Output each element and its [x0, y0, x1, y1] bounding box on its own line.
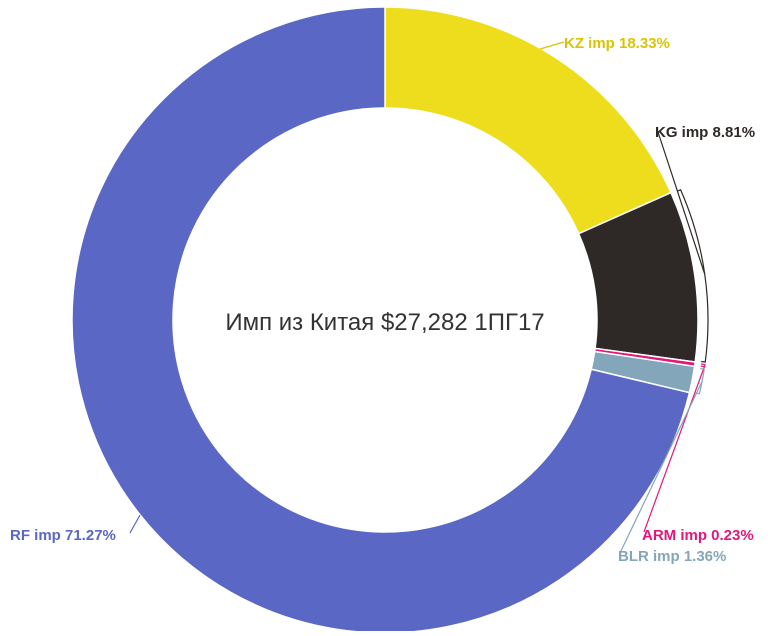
- chart-title: Имп из Китая $27,282 1ПГ17: [225, 309, 544, 336]
- slice-label-kz-imp: KZ imp 18.33%: [564, 35, 670, 52]
- leader-line-rf-imp: [129, 514, 141, 534]
- slices-layer: [71, 6, 699, 634]
- slice-label-arm-imp: ARM imp 0.23%: [642, 527, 754, 544]
- leader-lines-layer: [129, 41, 709, 554]
- leader-line-arm-imp: [643, 365, 706, 533]
- leader-line-kg-imp: [656, 128, 706, 275]
- leader-line-kz-imp: [539, 41, 565, 50]
- labels-layer: KZ imp 18.33% KG imp 8.81% ARM imp 0.23% BL…: [10, 35, 755, 565]
- slice-label-rf-imp: RF imp 71.27%: [10, 527, 116, 544]
- leader-bracket-blr-imp: [695, 367, 705, 395]
- slice-label-kg-imp: KG imp 8.81%: [655, 124, 755, 141]
- slice-label-blr-imp: BLR imp 1.36%: [618, 548, 726, 565]
- leader-line-blr-imp: [619, 381, 703, 554]
